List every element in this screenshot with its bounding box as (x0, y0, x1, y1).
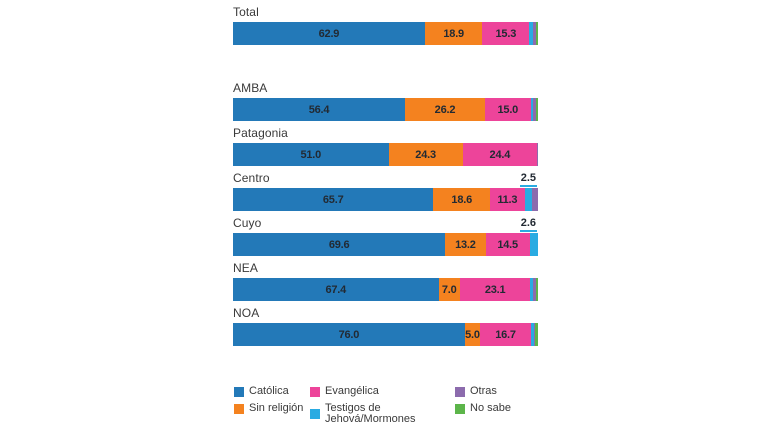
legend-swatch (455, 403, 465, 414)
bar-segment (536, 278, 538, 301)
chart-row: NOA 76.0 5.0 16.7 (233, 306, 538, 346)
legend-item: Sin religión (234, 403, 310, 414)
legend-swatch (310, 386, 320, 397)
bar-segment: 76.0 (233, 323, 465, 346)
chart-row: Patagonia 51.0 24.3 24.4 (233, 126, 538, 166)
bar-segment (529, 233, 538, 256)
stacked-bar-chart: Total 62.9 18.9 15.3 AMBA 56.4 26.2 15.0 Patagon… (233, 5, 538, 351)
bar-segment (532, 188, 538, 211)
bar-segment (536, 98, 538, 121)
legend: Católica Sin religión Evangélica Testigos d… (234, 386, 511, 425)
legend-label: Católica (249, 385, 289, 397)
bar-segment: 51.0 (233, 143, 389, 166)
bar-segment (533, 98, 537, 121)
stacked-bar: 56.4 26.2 15.0 (233, 98, 538, 121)
legend-label: Sin religión (249, 402, 304, 414)
bar-segment (530, 278, 533, 301)
legend-item: Católica (234, 386, 310, 397)
stacked-bar: 51.0 24.3 24.4 (233, 143, 538, 166)
category-label: Total (233, 5, 259, 19)
category-label: AMBA (233, 81, 268, 95)
bar-segment (536, 22, 538, 45)
bar-segment: 18.6 (433, 188, 491, 211)
legend-swatch (455, 386, 465, 397)
legend-label: Testigos de Jehová/Mormones (325, 402, 416, 425)
legend-swatch (310, 409, 320, 419)
category-label: Patagonia (233, 126, 288, 140)
chart-row: Centro 65.7 18.6 11.3 2.5 (233, 171, 538, 211)
legend-swatch (234, 386, 244, 397)
bar-segment (534, 323, 538, 346)
stacked-bar: 69.6 13.2 14.5 2.6 (233, 217, 538, 256)
bar-segment: 15.3 (482, 22, 530, 45)
legend-label: Evangélica (325, 385, 379, 397)
legend-item: Otras (455, 386, 511, 397)
bar-segment (532, 22, 537, 45)
legend-item: No sabe (455, 403, 511, 414)
stacked-bar: 76.0 5.0 16.7 (233, 323, 538, 346)
bar-segment: 67.4 (233, 278, 439, 301)
bar-segment: 11.3 (490, 188, 525, 211)
bar-segment: 26.2 (405, 98, 485, 121)
chart-rows: Total 62.9 18.9 15.3 AMBA 56.4 26.2 15.0 Patagon… (233, 5, 538, 346)
bar-segment (530, 323, 535, 346)
bar-segment: 7.0 (438, 278, 460, 301)
callout-label: 2.5 (519, 172, 537, 187)
chart-row: AMBA 56.4 26.2 15.0 (233, 81, 538, 121)
bar-segment (534, 323, 535, 346)
legend-item: Evangélica (310, 386, 455, 397)
bar-segment: 65.7 (233, 188, 434, 211)
bar-segment: 69.6 (233, 233, 446, 256)
bar-segment (532, 278, 537, 301)
bar-segment (529, 22, 533, 45)
chart-row: Total 62.9 18.9 15.3 (233, 5, 538, 45)
legend-label: Otras (470, 385, 497, 397)
legend-column: Evangélica Testigos de Jehová/Mormones (310, 386, 455, 425)
stacked-bar: 67.4 7.0 23.1 (233, 278, 538, 301)
bar-segment (524, 188, 533, 211)
bar-segment: 23.1 (459, 278, 531, 301)
bar-segment: 14.5 (485, 233, 530, 256)
bar-segment: 5.0 (464, 323, 481, 346)
category-label: Cuyo (233, 216, 262, 230)
bar-segment: 24.3 (388, 143, 463, 166)
legend-column: Católica Sin religión (234, 386, 310, 425)
bar-segment (530, 98, 534, 121)
bar-segment: 16.7 (480, 323, 531, 346)
callout-label: 2.6 (519, 217, 537, 232)
stacked-bar: 62.9 18.9 15.3 (233, 22, 538, 45)
bar-segment (537, 143, 538, 166)
legend-label: No sabe (470, 402, 511, 414)
category-label: NEA (233, 261, 258, 275)
bar-segment: 62.9 (233, 22, 425, 45)
chart-row: NEA 67.4 7.0 23.1 (233, 261, 538, 301)
chart-row: Cuyo 69.6 13.2 14.5 2.6 (233, 216, 538, 256)
legend-swatch (234, 403, 244, 414)
category-label: NOA (233, 306, 260, 320)
bar-segment: 56.4 (233, 98, 406, 121)
stacked-bar: 65.7 18.6 11.3 2.5 (233, 172, 538, 211)
bar-segment: 18.9 (424, 22, 483, 45)
bar-segment: 15.0 (484, 98, 531, 121)
legend-column: Otras No sabe (455, 386, 511, 425)
bar-segment: 24.4 (462, 143, 538, 166)
bar-segment: 13.2 (445, 233, 486, 256)
legend-item: Testigos de Jehová/Mormones (310, 403, 455, 425)
category-label: Centro (233, 171, 270, 185)
